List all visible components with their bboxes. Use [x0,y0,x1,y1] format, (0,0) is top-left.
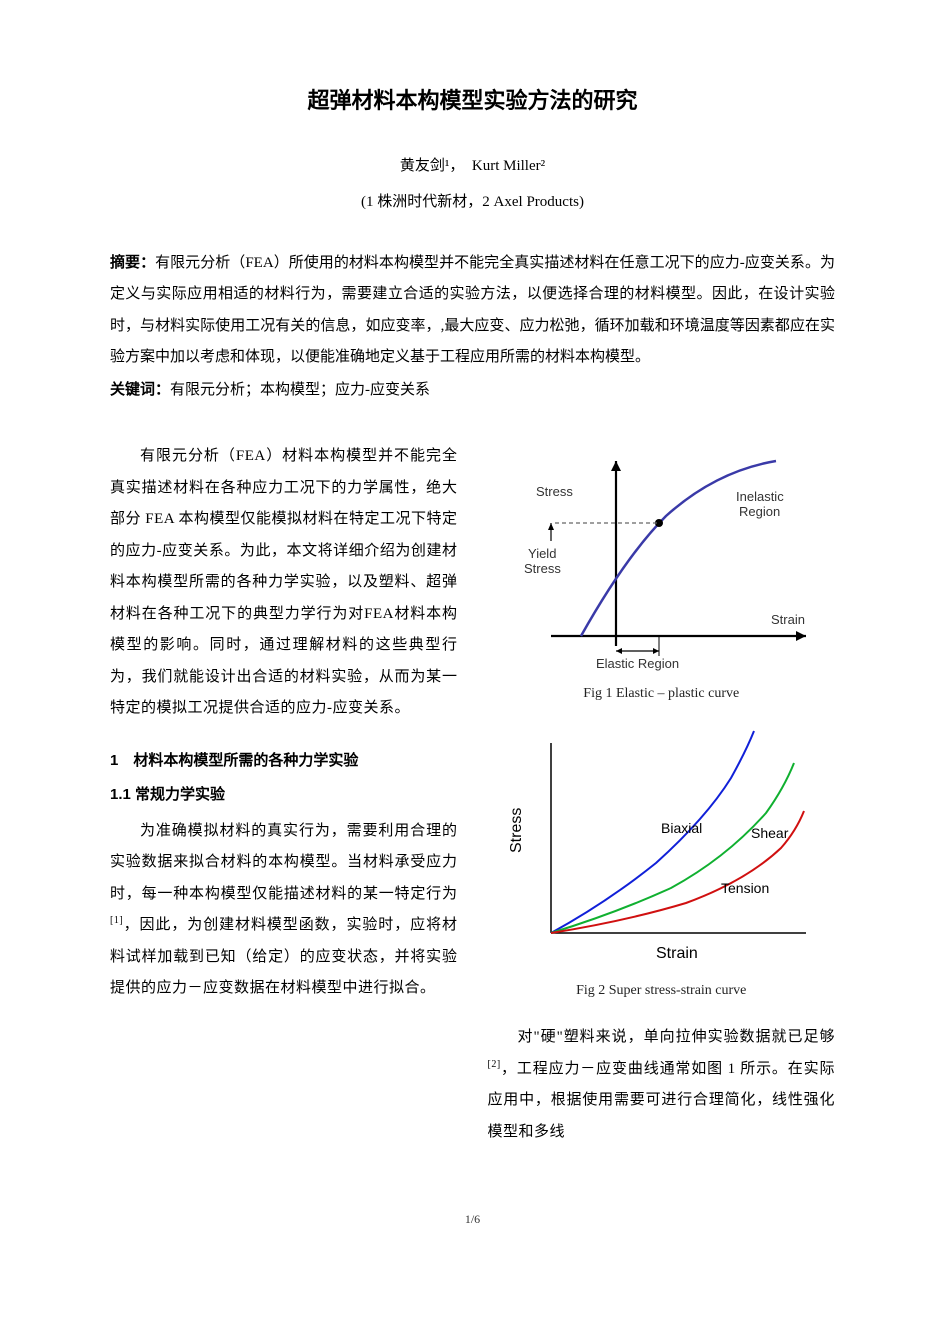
body-columns: 有限元分析（FEA）材料本构模型并不能完全真实描述材料在各种应力工况下的力学属性… [110,441,835,1148]
right-col-p1: 对"硬"塑料来说，单向拉伸实验数据就已足够 [2]，工程应力－应变曲线通常如图 1… [488,1022,836,1148]
figure-1-svg: Stress Inelastic Region Yield Stress Ela… [496,446,826,676]
p1-text-b: ，因此，为创建材料模型函数，实验时，应将材料试样加载到已知（给定）的应变状态，并… [110,917,458,996]
fig1-yield-label-2: Stress [524,561,561,576]
abstract-label: 摘要： [110,254,155,271]
abstract-block: 摘要：有限元分析（FEA）所使用的材料本构模型并不能完全真实描述材料在任意工况下… [110,247,835,407]
fig1-inelastic-label-2: Region [739,504,780,519]
intro-paragraph: 有限元分析（FEA）材料本构模型并不能完全真实描述材料在各种应力工况下的力学属性… [110,441,458,725]
fig1-stress-label: Stress [536,484,573,499]
authors-line: 黄友剑¹， Kurt Miller² [110,152,835,181]
citation-2: [2] [488,1059,501,1070]
section-1-1-heading: 1.1 常规力学实验 [110,781,458,810]
page-number: 1/6 [110,1208,835,1231]
section-1-title: 材料本构模型所需的各种力学实验 [118,752,358,769]
keywords-label: 关键词： [110,381,170,398]
p1-text-a: 为准确模拟材料的真实行为，需要利用合理的实验数据来拟合材料的本构模型。当材料承受… [110,823,458,902]
section-1-1-p1: 为准确模拟材料的真实行为，需要利用合理的实验数据来拟合材料的本构模型。当材料承受… [110,816,458,1005]
keywords-text: 有限元分析；本构模型；应力-应变关系 [170,382,430,398]
fig2-xlabel: Strain [656,945,698,962]
figure-2-caption: Fig 2 Super stress-strain curve [488,978,836,1005]
fig2-biaxial-label: Biaxial [661,820,702,836]
section-1-1-title: 常规力学实验 [131,786,225,803]
r-p1-text-a: 对"硬"塑料来说，单向拉伸实验数据就已足够 [518,1029,836,1045]
section-1-heading: 1 材料本构模型所需的各种力学实验 [110,747,458,776]
fig2-ylabel: Stress [508,808,525,853]
fig1-elastic-region-label: Elastic Region [596,656,679,671]
citation-1: [1] [110,915,123,926]
left-column: 有限元分析（FEA）材料本构模型并不能完全真实描述材料在各种应力工况下的力学属性… [110,441,458,1148]
affiliation-line: (1 株洲时代新材，2 Axel Products) [110,188,835,217]
abstract-text: 有限元分析（FEA）所使用的材料本构模型并不能完全真实描述材料在任意工况下的应力… [110,255,835,366]
fig2-shear-label: Shear [751,825,789,841]
paper-title: 超弹材料本构模型实验方法的研究 [110,80,835,122]
section-1-1-num: 1.1 [110,786,131,803]
right-column: Stress Inelastic Region Yield Stress Ela… [488,441,836,1148]
figure-1-caption: Fig 1 Elastic – plastic curve [488,681,836,708]
figure-2-svg: Biaxial Shear Tension Stress Strain [496,723,826,973]
fig1-strain-label: Strain [771,612,805,627]
r-p1-text-b: ，工程应力－应变曲线通常如图 1 所示。在实际应用中，根据使用需要可进行合理简化… [488,1061,836,1140]
fig1-inelastic-label-1: Inelastic [736,489,784,504]
fig2-tension-label: Tension [721,880,769,896]
fig1-yield-label-1: Yield [528,546,556,561]
